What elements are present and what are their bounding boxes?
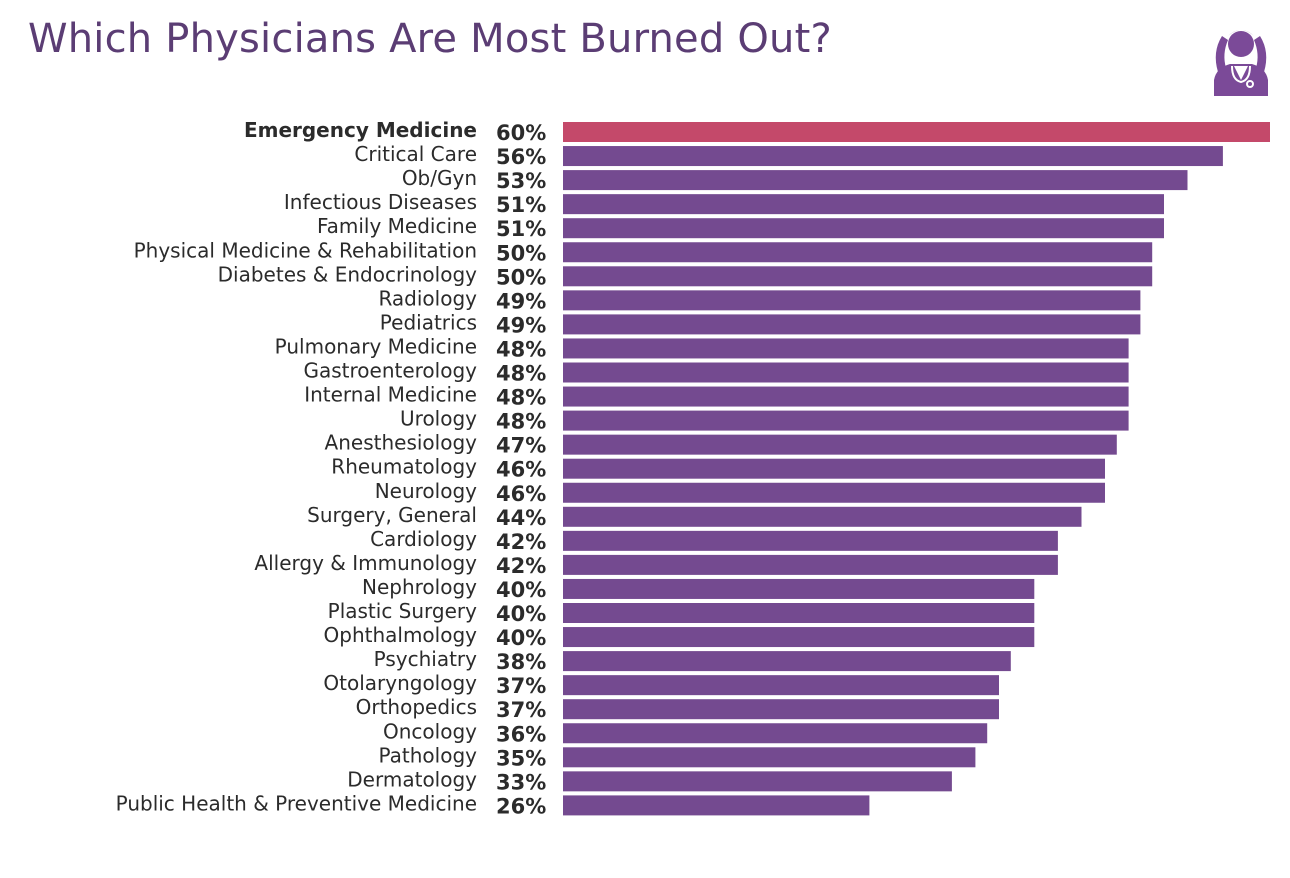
category-label: Pediatrics	[380, 310, 477, 334]
category-label: Cardiology	[370, 527, 477, 551]
category-label: Gastroenterology	[303, 359, 477, 383]
bar	[563, 170, 1188, 191]
category-label: Anesthesiology	[325, 431, 478, 455]
value-label: 48%	[496, 410, 546, 434]
value-label: 42%	[496, 554, 546, 578]
bar	[563, 723, 988, 744]
value-label: 40%	[496, 578, 546, 602]
value-label: 49%	[496, 289, 546, 313]
physician-figure	[1214, 30, 1268, 96]
bar	[563, 122, 1270, 142]
category-label: Urology	[400, 407, 477, 431]
value-label: 53%	[496, 169, 546, 193]
value-label: 51%	[496, 193, 546, 217]
value-label: 36%	[496, 722, 546, 746]
value-label: 60%	[496, 121, 546, 145]
category-label: Rheumatology	[331, 455, 477, 479]
stressed-physician-icon	[1214, 30, 1268, 96]
bar	[563, 578, 1035, 599]
category-label: Emergency Medicine	[244, 118, 477, 142]
value-label: 38%	[496, 650, 546, 674]
value-label: 48%	[496, 386, 546, 410]
category-label: Ophthalmology	[324, 623, 478, 647]
bar	[563, 603, 1035, 623]
category-label: Diabetes & Endocrinology	[218, 262, 478, 286]
bar	[563, 386, 1129, 407]
bar	[563, 627, 1035, 648]
value-label: 33%	[496, 770, 546, 794]
bar	[563, 242, 1153, 263]
bar	[563, 410, 1129, 431]
bar	[563, 458, 1105, 479]
value-label: 37%	[496, 698, 546, 722]
value-label: 47%	[496, 434, 546, 458]
bar	[563, 146, 1223, 167]
bar	[563, 218, 1164, 239]
category-label: Surgery, General	[307, 503, 477, 527]
value-label: 56%	[496, 145, 546, 169]
category-label: Public Health & Preventive Medicine	[116, 791, 477, 815]
category-label: Psychiatry	[374, 647, 478, 671]
bar	[563, 747, 976, 768]
value-label: 35%	[496, 746, 546, 770]
bar	[563, 194, 1164, 215]
category-label: Infectious Diseases	[284, 190, 477, 214]
bar	[563, 506, 1082, 527]
category-label: Nephrology	[362, 575, 477, 599]
category-label: Internal Medicine	[304, 383, 477, 407]
value-label: 50%	[496, 265, 546, 289]
value-label: 44%	[496, 506, 546, 530]
value-label: 37%	[496, 674, 546, 698]
value-label: 48%	[496, 337, 546, 361]
bar	[563, 434, 1117, 455]
value-label: 51%	[496, 217, 546, 241]
category-label: Critical Care	[354, 142, 477, 166]
bar	[563, 314, 1141, 335]
category-label: Orthopedics	[356, 695, 477, 719]
bar	[563, 771, 952, 792]
bar	[563, 482, 1105, 503]
value-label: 40%	[496, 626, 546, 650]
bar	[563, 699, 999, 720]
category-label: Otolaryngology	[323, 671, 477, 695]
value-label: 46%	[496, 482, 546, 506]
category-label: Neurology	[375, 479, 477, 503]
category-label: Family Medicine	[317, 214, 477, 238]
value-label: 26%	[496, 794, 546, 818]
category-label: Pathology	[379, 743, 478, 767]
category-label: Allergy & Immunology	[254, 551, 477, 575]
bar	[563, 530, 1058, 551]
category-label: Plastic Surgery	[328, 599, 478, 623]
value-label: 50%	[496, 241, 546, 265]
category-label: Radiology	[378, 286, 477, 310]
bar	[563, 362, 1129, 383]
category-label: Physical Medicine & Rehabilitation	[134, 238, 477, 262]
bar	[563, 290, 1141, 311]
bar	[563, 338, 1129, 359]
category-label: Oncology	[383, 719, 477, 743]
bar	[563, 554, 1058, 575]
value-label: 49%	[496, 313, 546, 337]
bar	[563, 651, 1011, 672]
value-label: 48%	[496, 362, 546, 386]
value-label: 42%	[496, 530, 546, 554]
category-label: Dermatology	[347, 767, 477, 791]
bar	[563, 675, 999, 696]
bar	[563, 795, 870, 816]
chart-title: Which Physicians Are Most Burned Out?	[28, 16, 832, 62]
category-label: Pulmonary Medicine	[275, 334, 477, 358]
bar	[563, 266, 1153, 287]
category-label: Ob/Gyn	[402, 166, 477, 190]
value-label: 46%	[496, 458, 546, 482]
value-label: 40%	[496, 602, 546, 626]
